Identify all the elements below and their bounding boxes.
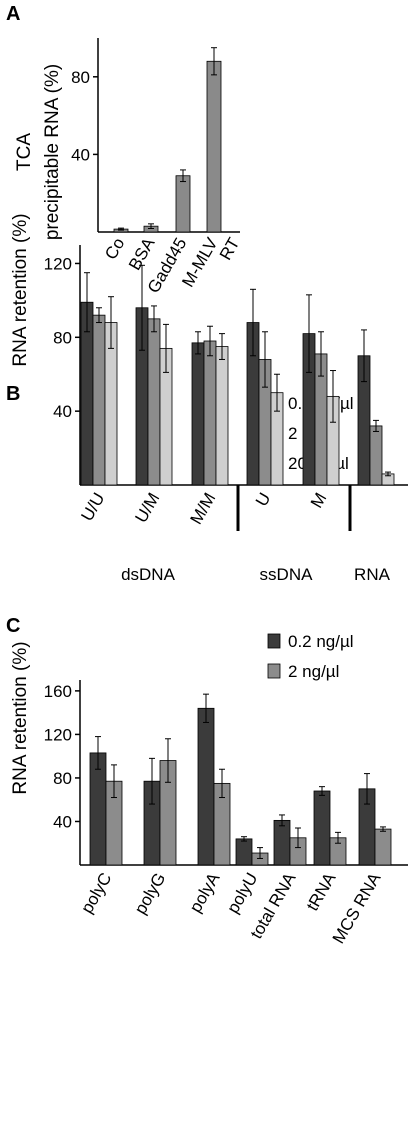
panel-c-category-1: polyG bbox=[131, 870, 170, 918]
panel-a-bar-2 bbox=[175, 175, 191, 233]
panel-c-tick-label-0: 40 bbox=[53, 812, 72, 831]
panel-b-category-3: U bbox=[252, 490, 275, 510]
panel-b-category-0: U/U bbox=[77, 490, 108, 525]
panel-b-bar-0-1 bbox=[92, 314, 106, 486]
panel-b-bar-2-1 bbox=[203, 340, 217, 486]
panel-a-bar-3 bbox=[206, 60, 222, 233]
panel-a-letter: A bbox=[6, 3, 20, 25]
panel-c-ticks: 40 80 120 160 bbox=[44, 682, 80, 831]
panel-a-ticks: 40 80 bbox=[71, 68, 98, 164]
panel-b-category-labels: U/U U/M M/M U M bbox=[77, 485, 352, 531]
panel-c: C RNA retention (%) 0.2 ng/µl 2 ng/µl 40 8… bbox=[6, 615, 408, 947]
panel-b-axes bbox=[79, 245, 408, 486]
panel-b-letter: B bbox=[6, 383, 20, 405]
panel-b-bar-2-2 bbox=[215, 346, 229, 486]
panel-b: B RNA retention (%) 0.2 ng/µl2 ng/µl20 n… bbox=[6, 213, 408, 584]
panel-c-bar-6-1 bbox=[374, 828, 392, 866]
panel-b-tick-label-0: 40 bbox=[53, 402, 72, 421]
panel-a-tick-label-0: 40 bbox=[71, 145, 90, 164]
panel-c-tick-label-1: 80 bbox=[53, 769, 72, 788]
panel-b-bar-2-0 bbox=[191, 342, 205, 486]
panel-c-bars bbox=[89, 693, 392, 866]
panel-b-tick-label-1: 80 bbox=[53, 328, 72, 347]
panel-c-legend-swatch-1 bbox=[267, 663, 281, 679]
panel-c-category-5: tRNA bbox=[303, 869, 340, 914]
group-label-rna: RNA bbox=[354, 565, 391, 584]
panel-c-legend: 0.2 ng/µl 2 ng/µl bbox=[267, 632, 354, 681]
panel-c-bar-4-0 bbox=[273, 819, 291, 866]
panel-c-tick-label-2: 120 bbox=[44, 725, 72, 744]
panel-a-bars bbox=[113, 47, 222, 233]
panel-c-category-2: polyA bbox=[186, 869, 224, 916]
panel-b-ylabel: RNA retention (%) bbox=[10, 213, 31, 366]
panel-b-category-4: M bbox=[307, 490, 331, 512]
panel-c-tick-label-3: 160 bbox=[44, 682, 72, 701]
group-label-dsdna: dsDNA bbox=[121, 565, 176, 584]
panel-a-category-3-1: RT bbox=[216, 235, 244, 264]
panel-b-bars bbox=[80, 264, 395, 486]
panel-b-category-1: U/M bbox=[131, 490, 163, 526]
panel-b-bar-1-1 bbox=[147, 318, 161, 486]
panel-c-ylabel: RNA retention (%) bbox=[10, 641, 31, 794]
panel-c-legend-swatch-0 bbox=[267, 633, 281, 649]
panel-c-legend-label-0: 0.2 ng/µl bbox=[288, 632, 354, 651]
panel-c-legend-label-1: 2 ng/µl bbox=[288, 662, 339, 681]
group-label-ssdna: ssDNA bbox=[260, 565, 314, 584]
panel-c-bar-5-0 bbox=[313, 790, 331, 866]
panel-a-ylabel-line-2: precipitable RNA (%) bbox=[42, 64, 63, 240]
panel-b-bar-5-1 bbox=[369, 425, 383, 486]
panel-c-letter: C bbox=[6, 615, 20, 637]
panel-a-category-0-0: Co bbox=[101, 235, 128, 263]
panel-b-group-labels: dsDNA ssDNA RNA bbox=[121, 565, 391, 584]
panel-c-category-0: polyC bbox=[77, 870, 115, 917]
panel-a-tick-label-1: 80 bbox=[71, 68, 90, 87]
panel-b-tick-label-2: 120 bbox=[44, 254, 72, 273]
panel-a: A TCA precipitable RNA (%) 40 80 CoBSAGad… bbox=[6, 3, 243, 296]
panel-b-ticks: 40 80 120 bbox=[44, 254, 80, 421]
panel-b-category-2: M/M bbox=[186, 490, 219, 528]
panel-c-bar-3-0 bbox=[235, 838, 253, 866]
panel-c-bar-2-0 bbox=[197, 707, 215, 866]
panel-a-ylabel-line-1: TCA bbox=[14, 133, 35, 171]
panel-c-category-3: polyU bbox=[223, 870, 261, 917]
